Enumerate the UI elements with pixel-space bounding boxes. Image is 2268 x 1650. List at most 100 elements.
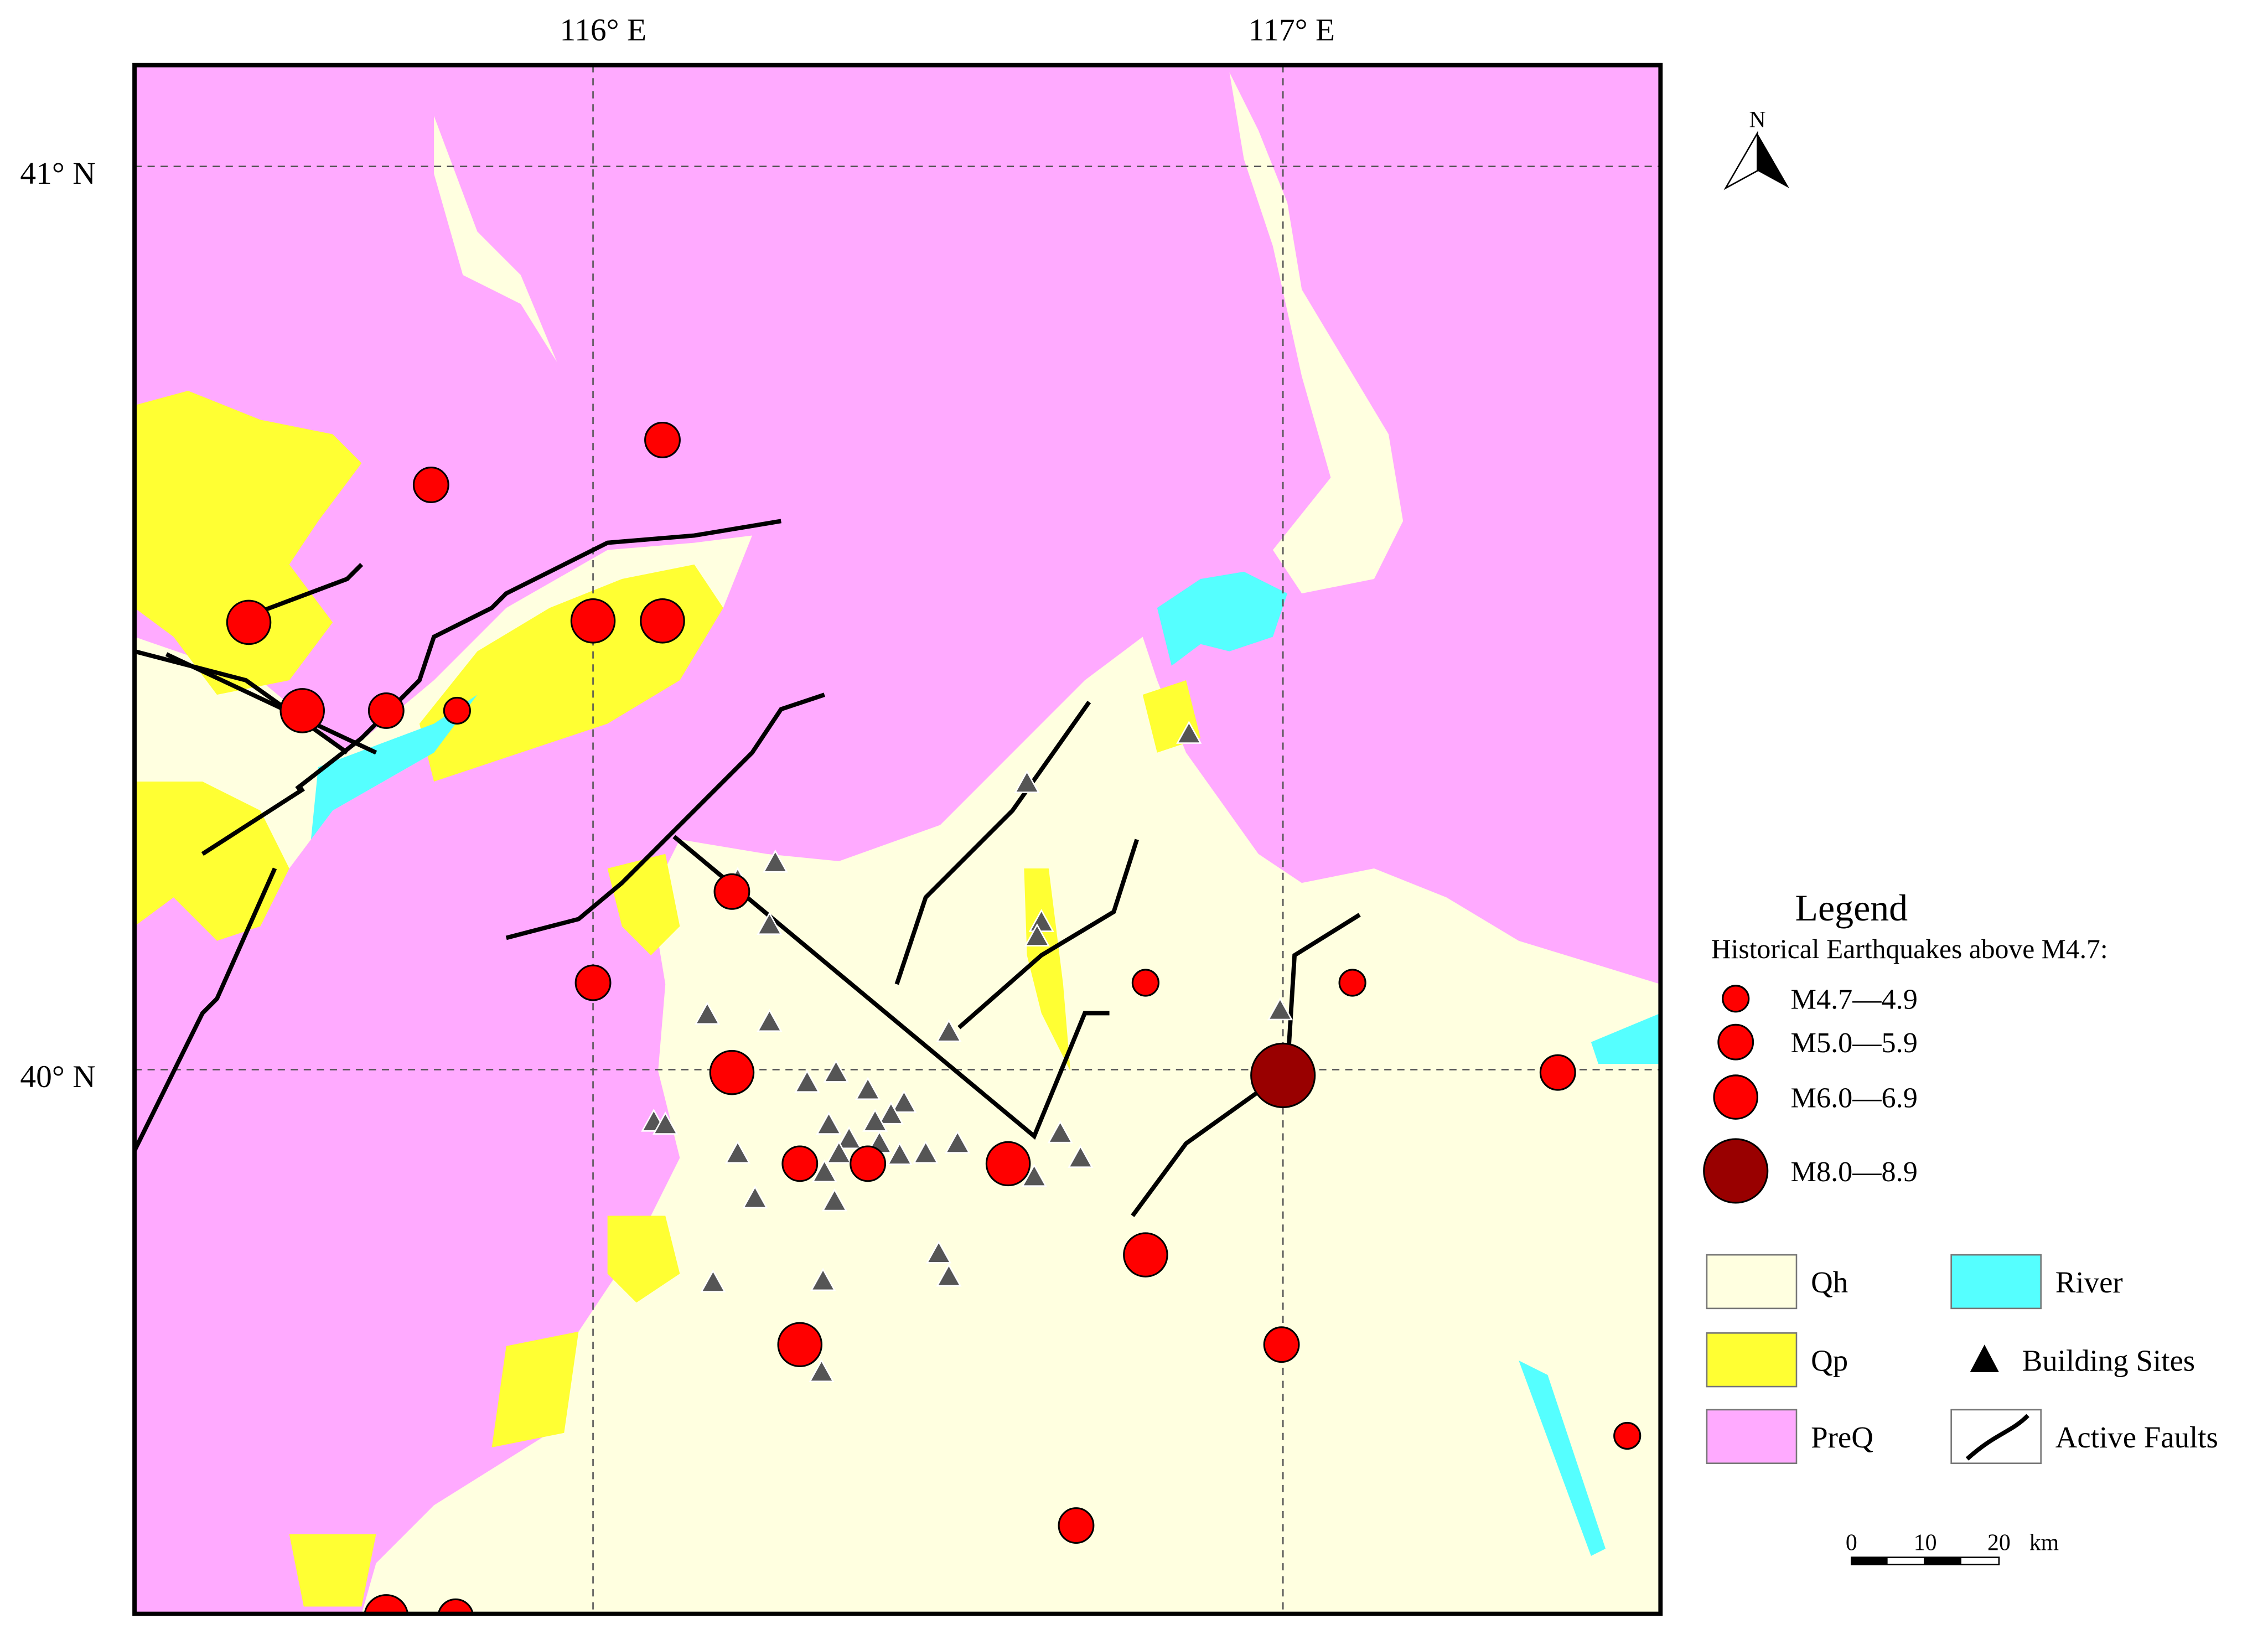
earthquake (850, 1145, 887, 1182)
lat-label: 40° N (20, 1059, 95, 1094)
legend-swatch (1706, 1332, 1798, 1388)
lon-label: 116° E (560, 13, 647, 48)
legend-label: M5.0—5.9 (1791, 1027, 1918, 1059)
building-site (757, 912, 783, 935)
building-site (810, 1268, 836, 1291)
legend-label: Active Faults (2055, 1420, 2218, 1454)
legend-label: Building Sites (2022, 1343, 2195, 1377)
building-site (816, 1111, 842, 1135)
building-site (700, 1269, 726, 1292)
building-site (821, 1188, 848, 1212)
legend-symbol (1965, 1414, 2029, 1461)
legend-label: PreQ (1811, 1420, 1873, 1454)
legend-symbol (1722, 985, 1750, 1013)
earthquake (1613, 1421, 1642, 1450)
qh-area (434, 72, 1404, 594)
legend-label: M6.0—6.9 (1791, 1082, 1918, 1114)
lon-label: 117° E (1249, 13, 1335, 48)
earthquake (709, 1049, 755, 1095)
earthquake (1250, 1042, 1316, 1108)
earthquake (640, 598, 685, 644)
legend-symbol (1713, 1074, 1758, 1120)
earthquake (226, 599, 272, 645)
legend-swatch (1950, 1254, 2042, 1310)
building-site (823, 1059, 849, 1083)
legend-label: River (2055, 1265, 2123, 1299)
earthquake (574, 964, 612, 1001)
building-site (762, 849, 788, 873)
building-site (811, 1159, 837, 1183)
scale-label: 20 (1987, 1530, 2011, 1556)
building-site (1068, 1145, 1094, 1168)
building-site (1021, 1163, 1047, 1187)
earthquake (644, 421, 681, 458)
legend-label: Qh (1811, 1265, 1848, 1299)
building-site (757, 1008, 783, 1032)
earthquake (364, 1594, 409, 1614)
legend-subtitle: Historical Earthquakes above M4.7: (1711, 934, 2108, 964)
scale-bar: 0 10 20 km (1846, 1530, 2059, 1566)
building-site (936, 1263, 962, 1287)
legend-title: Legend (1795, 887, 1908, 929)
fault (957, 839, 1139, 1030)
fault (230, 563, 364, 625)
building-site (794, 1069, 820, 1093)
building-site (862, 1108, 888, 1132)
lat-label: 41° N (20, 156, 95, 191)
building-site (913, 1140, 939, 1164)
building-site (936, 1018, 962, 1042)
fault (201, 787, 305, 856)
legend-symbol (1703, 1138, 1769, 1204)
earthquake (1263, 1326, 1300, 1363)
fault (505, 692, 825, 940)
legend-label: Qp (1811, 1343, 1848, 1377)
earthquake (279, 688, 325, 733)
building-site (836, 1126, 862, 1149)
building-site (855, 1077, 881, 1100)
earthquake (713, 873, 750, 910)
scale-label: 10 (1914, 1530, 1937, 1556)
earthquake (367, 692, 405, 729)
earthquake (781, 1145, 819, 1182)
legend: M4.7—4.9 M5.0—5.9 M6.0—6.9 M8.0—8.9 Qh Qp PreQ… (1703, 984, 2218, 1464)
building-site (891, 1089, 917, 1113)
building-site (926, 1240, 952, 1264)
building-site (878, 1101, 904, 1125)
fault (165, 652, 377, 755)
earthquake (437, 1598, 474, 1614)
legend-symbol (1717, 1023, 1754, 1061)
earthquakes (226, 421, 1642, 1614)
qh-area (134, 637, 1661, 1614)
building-site (1267, 997, 1293, 1021)
building-site (742, 1185, 768, 1209)
map-frame (132, 63, 1663, 1616)
building-site (945, 1130, 971, 1154)
building-site (1176, 721, 1202, 744)
legend-symbol (1970, 1344, 1999, 1372)
building-site (887, 1142, 913, 1165)
earthquake (1539, 1054, 1576, 1091)
legend-swatch (1706, 1409, 1798, 1464)
building-site (653, 1111, 679, 1135)
earthquake (1131, 969, 1159, 997)
fault (134, 867, 277, 1152)
scale-label: 0 (1846, 1530, 1857, 1556)
fault (672, 835, 1110, 1140)
building-site (724, 1140, 751, 1164)
north-arrow: N (1723, 107, 1789, 190)
building-site (1024, 923, 1050, 946)
earthquake (443, 696, 471, 725)
building-site (1014, 770, 1040, 793)
earthquake (570, 598, 616, 644)
building-site (1047, 1120, 1073, 1144)
fault (894, 700, 1091, 985)
building-site (694, 1001, 721, 1025)
legend-swatch (1706, 1254, 1798, 1310)
scale-label: km (2029, 1530, 2059, 1556)
earthquake (1123, 1232, 1168, 1277)
earthquake (777, 1322, 823, 1368)
earthquake (1338, 969, 1366, 997)
building-site (809, 1359, 835, 1382)
